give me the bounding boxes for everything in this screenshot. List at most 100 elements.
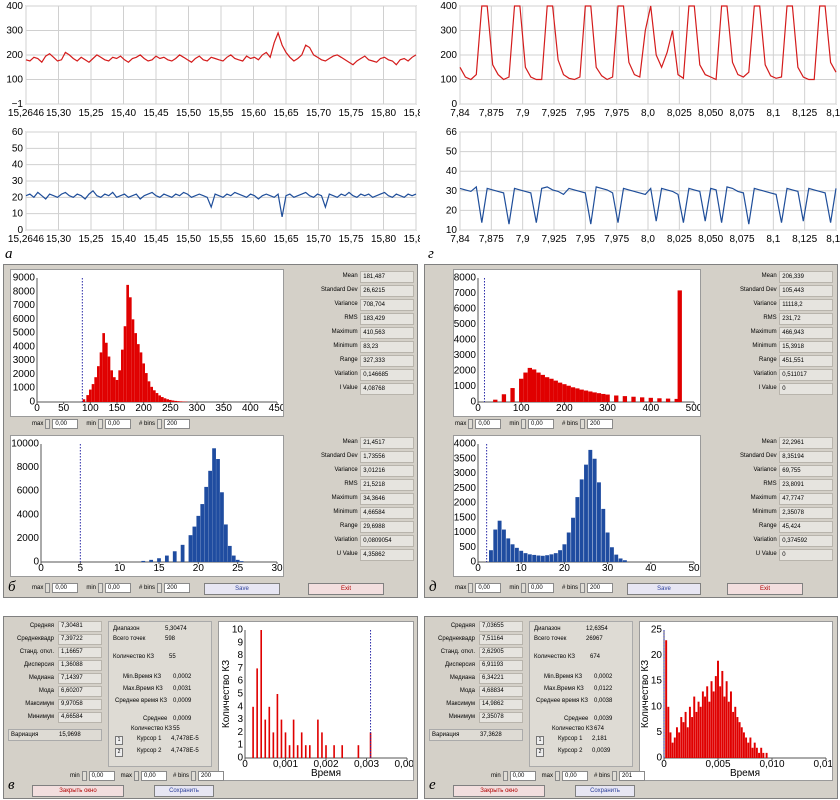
stat-value: 327,333: [360, 355, 414, 367]
histogram-bar: [223, 524, 228, 562]
max-spinner[interactable]: [555, 771, 561, 781]
bins-spinner[interactable]: [580, 583, 586, 593]
histogram-bar: [514, 547, 519, 562]
bins-input[interactable]: 200: [198, 771, 225, 781]
save-button[interactable]: Save: [627, 583, 701, 595]
max-spinner[interactable]: [45, 419, 51, 429]
min-spinner[interactable]: [521, 419, 527, 429]
max-input[interactable]: 0,00: [475, 419, 502, 429]
bins-input[interactable]: 200: [587, 583, 614, 593]
histogram-bar: [686, 727, 689, 758]
y-tick-label: 0: [470, 397, 476, 408]
bins-input[interactable]: 200: [587, 419, 614, 429]
cursor1-value: 4,7478E-5: [171, 736, 199, 742]
figure-label-b: б: [8, 579, 16, 595]
histogram-bar: [553, 553, 558, 562]
x-tick-label: 30: [271, 563, 283, 574]
bins-label: # bins: [139, 421, 156, 427]
stat-label: Минимум: [27, 714, 54, 720]
histogram-bar: [102, 333, 105, 402]
x-tick-label: 15,45: [143, 234, 168, 245]
save-button[interactable]: Сохранить: [154, 785, 214, 797]
min-input[interactable]: 0,00: [105, 419, 132, 429]
bins-input[interactable]: 200: [164, 583, 191, 593]
histogram-bar: [640, 397, 645, 402]
x-tick-label: 15,70: [306, 108, 331, 119]
bins-spinner[interactable]: [191, 771, 197, 781]
info-box-v: Диапазон 5,30474 Всего точек 598 Количеств…: [108, 621, 212, 767]
y-tick-label: 66: [446, 127, 458, 138]
max-input[interactable]: 0,00: [52, 583, 79, 593]
min-spinner[interactable]: [521, 583, 527, 593]
x-tick-label: 300: [599, 403, 616, 414]
max-input[interactable]: 0,00: [52, 419, 79, 429]
bins-spinner[interactable]: [612, 771, 618, 781]
min-spinner[interactable]: [502, 771, 508, 781]
histogram-bar: [113, 377, 116, 402]
y-tick-label: 9: [237, 637, 243, 648]
stats-d-current: Mean 206,339 Standard Dev 105,443 Variance 11…: [705, 271, 833, 411]
stats-list-v: Средняя 7,30481 Среднеквадр 7,39722 Станд. о…: [8, 621, 102, 751]
signal-plot-a-current: 400 300 200 100 −115,2646 15,30 15,25 15,40 15,4…: [6, 1, 420, 119]
x-tick-label: 200: [135, 403, 152, 414]
exit-button[interactable]: Exit: [308, 583, 384, 595]
stat-value: 410,563: [360, 327, 414, 339]
bins-input[interactable]: 200: [164, 419, 191, 429]
max-input[interactable]: 0,00: [562, 771, 589, 781]
save-button[interactable]: Сохранить: [575, 785, 635, 797]
min-time-label: Min.Время КЗ: [544, 674, 583, 680]
cursor1-button[interactable]: 1: [115, 736, 123, 745]
cursor2-button[interactable]: 2: [115, 748, 123, 757]
min-spinner[interactable]: [98, 583, 104, 593]
range-label: Диапазон: [113, 626, 140, 632]
histogram-bar: [333, 745, 335, 758]
histogram-bar: [549, 554, 554, 562]
stat-row: Variation 0,511017: [705, 369, 833, 381]
max-spinner[interactable]: [468, 583, 474, 593]
x-tick-label: 15,25: [78, 234, 103, 245]
histogram-bar: [749, 737, 752, 758]
save-button[interactable]: Save: [204, 583, 280, 595]
max-spinner[interactable]: [468, 419, 474, 429]
min-input[interactable]: 0,00: [509, 771, 536, 781]
bins-spinner[interactable]: [157, 419, 163, 429]
stat-row: Variance 11118,2: [705, 299, 833, 311]
stat-value: 1,36088: [58, 660, 102, 671]
min-input[interactable]: 0,00: [88, 771, 115, 781]
max-spinner[interactable]: [45, 583, 51, 593]
exit-button[interactable]: Exit: [727, 583, 803, 595]
signal-series-line: [25, 31, 417, 66]
cursor2-button[interactable]: 2: [536, 748, 544, 757]
min-input[interactable]: 0,00: [528, 419, 555, 429]
histogram-bar: [693, 696, 696, 758]
close-window-button[interactable]: Закрыть окно: [32, 785, 124, 797]
stat-label: Среднеквадр: [17, 636, 54, 642]
min-input[interactable]: 0,00: [528, 583, 555, 593]
max-input[interactable]: 0,00: [141, 771, 168, 781]
avg-time-value: 0,0038: [594, 698, 613, 704]
cursor1-label: Курсор 1: [558, 736, 583, 742]
min-spinner[interactable]: [98, 419, 104, 429]
histogram-bar: [501, 394, 507, 402]
cursor1-button[interactable]: 1: [536, 736, 544, 745]
histogram-bar: [510, 544, 515, 562]
histogram-bar: [751, 747, 754, 758]
histogram-bar: [721, 670, 724, 758]
bins-spinner[interactable]: [580, 419, 586, 429]
x-tick-label: 15,60: [241, 234, 266, 245]
min-spinner[interactable]: [81, 771, 87, 781]
bins-input[interactable]: 201: [619, 771, 646, 781]
max-input[interactable]: 0,00: [475, 583, 502, 593]
histogram-bar: [147, 381, 151, 402]
stat-row: Медиана 6,34221: [429, 673, 523, 684]
x-tick-label: 0: [38, 563, 44, 574]
close-window-button[interactable]: Закрыть окно: [453, 785, 545, 797]
histogram-bar: [557, 382, 563, 402]
min-input[interactable]: 0,00: [105, 583, 132, 593]
stat-row: Variation 0,146685: [286, 369, 414, 381]
y-tick-label: 10: [232, 625, 244, 636]
max-spinner[interactable]: [134, 771, 140, 781]
histogram-bar: [553, 380, 558, 402]
bins-spinner[interactable]: [157, 583, 163, 593]
count-value: 674: [590, 654, 601, 660]
